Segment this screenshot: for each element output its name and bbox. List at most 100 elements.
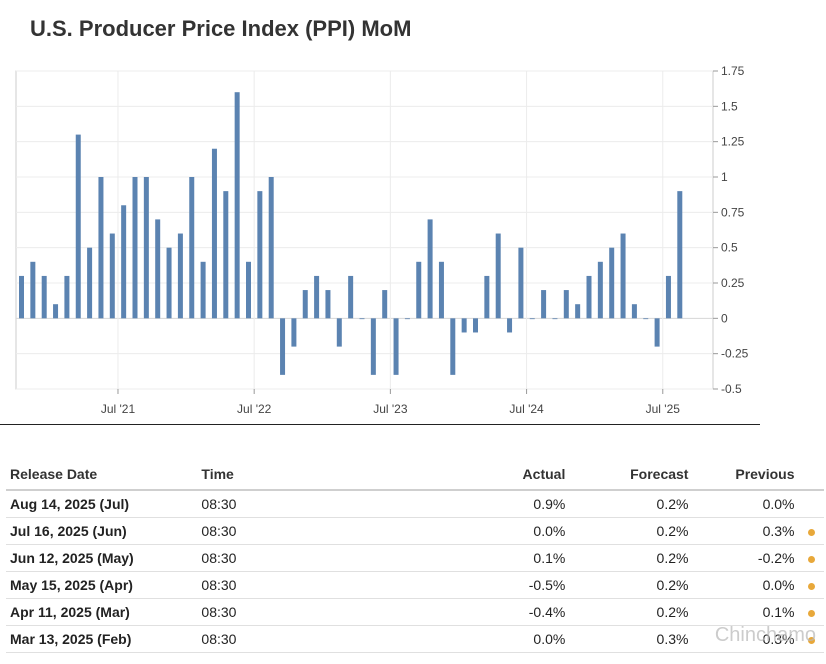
header-release-date[interactable]: Release Date: [6, 460, 198, 491]
bar: [609, 247, 615, 319]
header-actual[interactable]: Actual: [397, 460, 570, 491]
section-divider: [0, 424, 760, 425]
previous-cell: 0.1%: [692, 598, 799, 626]
bar: [19, 275, 24, 319]
x-tick-label: Jul '21: [101, 402, 136, 416]
forecast-cell: 0.2%: [569, 544, 693, 572]
table-row: May 15, 2025 (Apr) 08:30 -0.5% 0.2% 0.0%: [6, 571, 824, 599]
bar: [302, 290, 308, 319]
y-tick-label: 0: [721, 311, 728, 325]
header-previous[interactable]: Previous: [692, 460, 799, 491]
bar: [336, 318, 342, 347]
bar: [291, 318, 297, 347]
release-date-cell: Jul 16, 2025 (Jun): [6, 517, 198, 545]
bar: [234, 92, 240, 319]
bar: [563, 290, 569, 319]
header-forecast[interactable]: Forecast: [569, 460, 693, 491]
forecast-cell: 0.3%: [569, 625, 693, 653]
bar: [268, 177, 274, 319]
bar: [246, 261, 251, 319]
time-cell: 08:30: [197, 544, 398, 572]
bar: [314, 275, 320, 319]
bar: [257, 191, 263, 319]
bar: [404, 318, 410, 320]
bar: [348, 275, 354, 319]
bar: [223, 191, 229, 319]
bar: [325, 290, 331, 319]
bar: [575, 304, 581, 319]
table-row: Aug 14, 2025 (Jul) 08:30 0.9% 0.2% 0.0%: [6, 490, 824, 518]
revised-cell: [798, 625, 824, 653]
bar: [166, 247, 172, 319]
actual-cell: 0.0%: [397, 517, 570, 545]
previous-cell: 0.0%: [692, 490, 799, 518]
bar: [121, 205, 127, 319]
y-tick-label: 1: [721, 170, 728, 184]
header-time[interactable]: Time: [197, 460, 398, 491]
bar: [177, 233, 183, 319]
revised-cell: [798, 571, 824, 599]
bar: [416, 261, 422, 319]
bar: [677, 191, 683, 319]
time-cell: 08:30: [197, 490, 398, 518]
actual-cell: 0.1%: [397, 544, 570, 572]
bar: [41, 275, 47, 319]
bar: [507, 318, 513, 333]
bar: [541, 290, 547, 319]
bar: [359, 318, 365, 320]
revised-cell: [798, 544, 824, 572]
table-row: Mar 13, 2025 (Feb) 08:30 0.0% 0.3% 0.3%: [6, 625, 824, 653]
revised-dot-icon[interactable]: [807, 637, 815, 644]
revised-dot-icon[interactable]: [807, 556, 815, 563]
release-date-cell: May 15, 2025 (Apr): [6, 571, 198, 599]
table-header-row: Release Date Time Actual Forecast Previo…: [6, 460, 824, 491]
bar: [552, 318, 558, 320]
y-tick-label: 0.5: [721, 241, 738, 255]
bar: [529, 318, 535, 320]
bar: [143, 177, 149, 319]
revised-dot-icon[interactable]: [807, 529, 815, 536]
release-date-cell: Jun 12, 2025 (May): [6, 544, 198, 572]
bar: [473, 318, 478, 333]
bar: [631, 304, 637, 319]
release-table: Release Date Time Actual Forecast Previo…: [6, 460, 824, 653]
bar: [109, 233, 115, 319]
bar: [643, 318, 649, 320]
bar: [53, 304, 59, 319]
bar: [620, 233, 626, 319]
y-tick-label: 1.25: [721, 135, 745, 149]
revised-dot-icon[interactable]: [807, 583, 815, 590]
release-date-cell: Apr 11, 2025 (Mar): [6, 598, 198, 626]
table-row: Jul 16, 2025 (Jun) 08:30 0.0% 0.2% 0.3%: [6, 517, 824, 545]
bar: [30, 261, 36, 319]
bar: [438, 261, 444, 319]
bar: [382, 290, 388, 319]
previous-cell: -0.2%: [692, 544, 799, 572]
bar: [484, 275, 490, 319]
y-tick-label: -0.5: [721, 382, 742, 396]
y-tick-label: 0.75: [721, 205, 745, 219]
bar: [370, 318, 376, 375]
bar: [64, 275, 70, 319]
release-table-body: Aug 14, 2025 (Jul) 08:30 0.9% 0.2% 0.0% Jul 1…: [6, 490, 824, 653]
header-revised: [798, 460, 824, 491]
bar: [189, 177, 195, 319]
bar: [427, 219, 433, 319]
bar: [75, 134, 81, 319]
bar: [87, 247, 93, 319]
release-date-cell: Mar 13, 2025 (Feb): [6, 625, 198, 653]
revised-cell: [798, 490, 824, 518]
forecast-cell: 0.2%: [569, 517, 693, 545]
x-tick-label: Jul '22: [237, 402, 272, 416]
forecast-cell: 0.2%: [569, 490, 693, 518]
time-cell: 08:30: [197, 517, 398, 545]
revised-cell: [798, 598, 824, 626]
revised-dot-icon[interactable]: [807, 610, 815, 617]
bar: [495, 233, 501, 319]
bar: [461, 318, 467, 333]
previous-cell: 0.3%: [692, 517, 799, 545]
forecast-cell: 0.2%: [569, 598, 693, 626]
ppi-bar-chart: 1.75 1.5 1.25 1 0.75 0.5 0.25 0 -0.25 -0.5 Jul '21…: [15, 64, 749, 416]
bar: [597, 261, 603, 319]
bar: [654, 318, 660, 347]
